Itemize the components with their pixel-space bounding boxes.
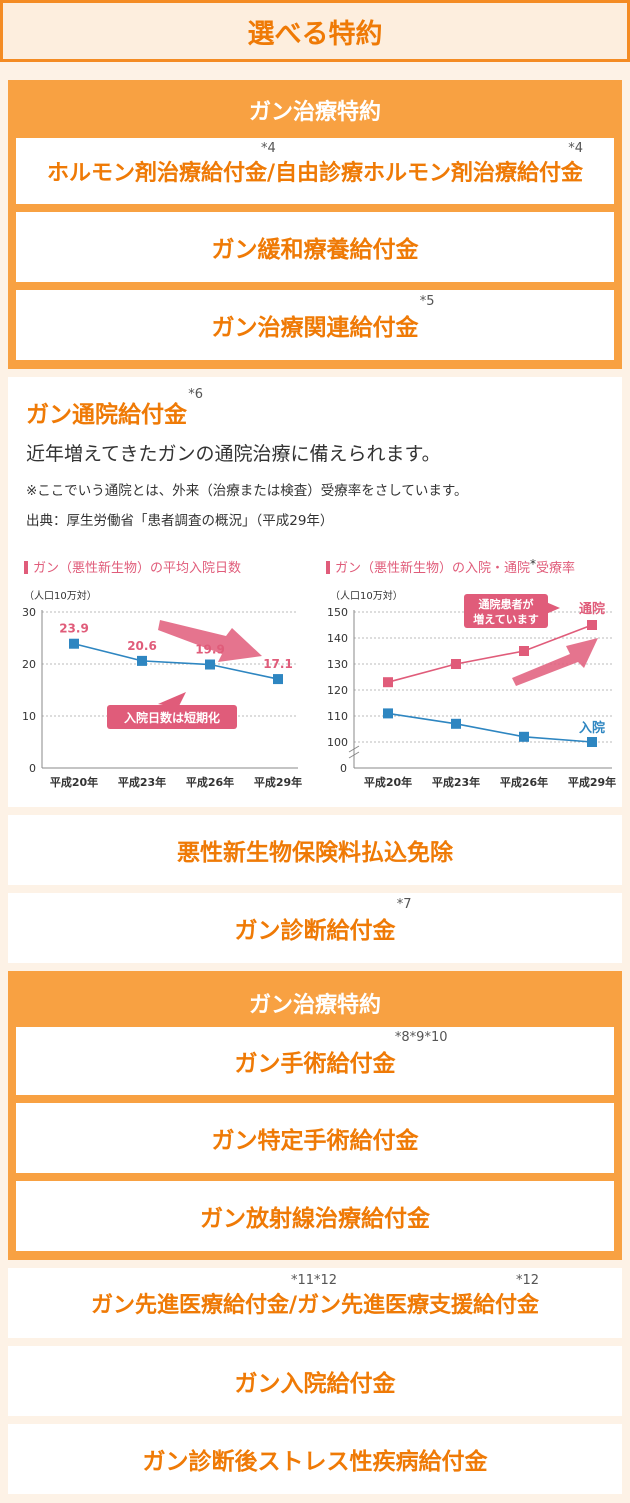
footnote-mark: *11*12 (290, 1273, 338, 1288)
data-point (69, 638, 79, 649)
footnote-mark: *8*9*10 (394, 1030, 448, 1045)
y-tick-label: 0 (29, 762, 36, 775)
x-tick-label: 平成23年 (432, 775, 480, 789)
cancer-treatment-rider-group: ガン治療特約 ホルモン剤治療給付金/自由診療ホルモン剤治療給付金 *4 *4 ガ… (8, 80, 622, 369)
data-point (383, 708, 393, 719)
y-tick-label: 100 (327, 736, 348, 749)
y-tick-label: 140 (327, 632, 348, 645)
cancer-diagnosis-benefit[interactable]: ガン診断給付金 *7 (8, 893, 622, 963)
item-label: ガン手術給付金 *8*9*10 (234, 1030, 448, 1077)
footnote-mark: *12 (515, 1273, 540, 1288)
trend-arrow (512, 638, 598, 686)
data-label: 17.1 (263, 657, 293, 671)
palliative-care-benefit[interactable]: ガン緩和療養給付金 (16, 212, 614, 282)
callout-box (464, 594, 548, 628)
y-tick-label: 20 (22, 658, 36, 671)
data-point (587, 620, 597, 630)
series-label-inpatient: 入院 (579, 720, 605, 736)
page-title: 選べる特約 (0, 0, 630, 62)
data-point (205, 659, 215, 670)
unit-label: （人口10万対） (330, 589, 403, 602)
data-point (273, 674, 283, 685)
x-tick-label: 平成20年 (50, 775, 98, 789)
data-source: 出典：厚生労働省「患者調査の概況」（平成29年） (26, 513, 334, 529)
callout-pointer (158, 692, 186, 708)
data-point (587, 737, 597, 747)
cancer-hospitalization-benefit[interactable]: ガン入院給付金 (8, 1346, 622, 1416)
item-label: ガン診断後ストレス性疾病給付金 (142, 1449, 488, 1475)
chart2-svg: （人口10万対） 0 100 110 120 130 140 150 平成20年 平成23年… (327, 589, 616, 789)
item-label: ホルモン剤治療給付金/自由診療ホルモン剤治療給付金 *4 *4 (46, 141, 584, 186)
cancer-treatment-rider-group-2: ガン治療特約 ガン手術給付金 *8*9*10 ガン特定手術給付金 ガン放射線治療… (8, 971, 622, 1260)
item-label: ガン特定手術給付金 (211, 1128, 419, 1154)
footnote-mark: *4 (568, 141, 584, 156)
data-label: 23.9 (59, 622, 89, 636)
surgery-benefit[interactable]: ガン手術給付金 *8*9*10 (16, 1027, 614, 1095)
x-tick-label: 平成26年 (500, 775, 548, 789)
x-tick-label: 平成29年 (254, 775, 302, 789)
data-point (451, 659, 461, 669)
trend-arrow (158, 620, 262, 662)
data-point (519, 731, 529, 742)
outpatient-title[interactable]: ガン通院給付金 *6 (26, 387, 203, 428)
title-marker (24, 561, 28, 574)
footnote-mark: *4 (260, 141, 276, 156)
advanced-medical-benefit[interactable]: ガン先進医療給付金/ガン先進医療支援給付金 *11*12 *12 (8, 1268, 622, 1338)
outpatient-remark: ※ここでいう通院とは、外来（治療または検査）受療率をさしています。 (26, 483, 468, 499)
footnote-mark: *7 (396, 897, 412, 912)
chart1-svg: （人口10万対） 0 10 20 30 平成20年 平成23年 平成26年 平成29年 23… (22, 589, 302, 789)
y-tick-label: 120 (327, 684, 348, 697)
callout-text: 増えています (473, 612, 538, 626)
chart1-title: ガン（悪性新生物）の平均入院日数 (24, 557, 241, 576)
y-tick-label: 130 (327, 658, 348, 671)
stress-disorder-benefit[interactable]: ガン診断後ストレス性疾病給付金 (8, 1424, 622, 1494)
chart2-title: ガン（悪性新生物）の入院・通院*受療率 (326, 557, 575, 576)
x-tick-label: 平成20年 (364, 775, 412, 789)
title-marker (326, 561, 330, 574)
data-point (383, 677, 393, 688)
x-tick-label: 平成29年 (568, 775, 616, 789)
series-label-outpatient: 通院 (579, 601, 605, 617)
specific-surgery-benefit[interactable]: ガン特定手術給付金 (16, 1103, 614, 1173)
hormone-therapy-benefit[interactable]: ホルモン剤治療給付金/自由診療ホルモン剤治療給付金 *4 *4 (16, 138, 614, 204)
x-tick-label: 平成23年 (118, 775, 166, 789)
y-tick-label: 30 (22, 606, 36, 619)
item-label: ガン治療関連給付金 *5 (211, 294, 435, 341)
y-tick-label: 150 (327, 606, 348, 619)
y-tick-label: 10 (22, 710, 36, 723)
inpatient-series-line (387, 712, 593, 743)
item-label: ガン先進医療給付金/ガン先進医療支援給付金 *11*12 *12 (90, 1273, 540, 1318)
radiation-therapy-benefit[interactable]: ガン放射線治療給付金 (16, 1181, 614, 1251)
outpatient-lead: 近年増えてきたガンの通院治療に備えられます。 (26, 443, 441, 465)
unit-label: （人口10万対） (24, 589, 97, 602)
callout-text: 通院患者が (479, 597, 534, 611)
data-label: 19.9 (195, 643, 225, 657)
axis-break (348, 745, 360, 759)
series-line (73, 642, 279, 680)
premium-waiver[interactable]: 悪性新生物保険料払込免除 (8, 815, 622, 885)
x-tick-label: 平成26年 (186, 775, 234, 789)
data-label: 20.6 (127, 639, 157, 653)
item-label: ガン放射線治療給付金 (200, 1206, 430, 1232)
treatment-related-benefit[interactable]: ガン治療関連給付金 *5 (16, 290, 614, 360)
item-label: ガン入院給付金 (234, 1371, 396, 1397)
callout-box (107, 705, 237, 729)
item-label: ガン診断給付金 *7 (234, 897, 412, 944)
item-label: 悪性新生物保険料払込免除 (177, 840, 453, 866)
footnote-mark: *5 (419, 294, 435, 309)
footnote-mark: *6 (188, 387, 203, 402)
callout-text: 入院日数は短期化 (124, 710, 220, 725)
y-tick-label: 110 (327, 710, 348, 723)
outpatient-benefit-panel: ガン通院給付金 *6 近年増えてきたガンの通院治療に備えられます。 ※ここでいう通… (8, 377, 622, 807)
group-title: ガン治療特約 (248, 100, 381, 125)
outpatient-series-line (387, 624, 593, 683)
data-point (519, 646, 529, 656)
footnote-mark: * (530, 557, 537, 571)
data-point (137, 655, 147, 666)
callout-pointer (546, 602, 560, 614)
data-point (451, 718, 461, 729)
item-label: ガン緩和療養給付金 (211, 237, 419, 263)
y-tick-zero: 0 (340, 762, 347, 775)
group-title: ガン治療特約 (248, 993, 381, 1018)
